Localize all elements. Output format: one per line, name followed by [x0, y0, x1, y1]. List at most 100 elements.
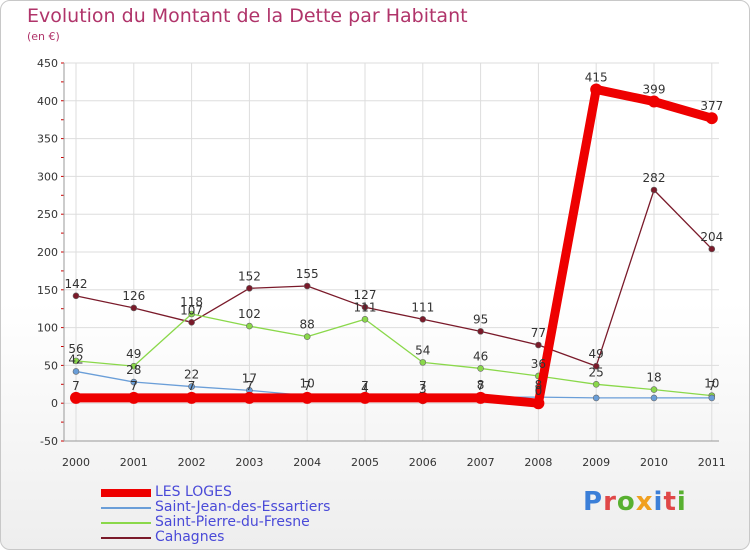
data-point — [535, 341, 542, 349]
data-point — [188, 383, 195, 390]
logo-letter: t — [663, 487, 677, 517]
data-label: 111 — [354, 300, 377, 314]
data-point — [127, 391, 140, 404]
x-tick-label: 2004 — [293, 456, 321, 469]
data-label: 88 — [300, 318, 315, 332]
series-line-saint-pierre-du-fresne — [75, 313, 712, 397]
data-point — [419, 315, 427, 323]
data-point — [648, 95, 660, 108]
series-line-les-loges — [76, 84, 714, 408]
data-label: 118 — [180, 295, 203, 309]
x-tick-label: 2009 — [582, 456, 610, 469]
data-label: 7 — [130, 379, 138, 393]
grid-layer — [64, 62, 719, 442]
data-point — [705, 112, 718, 125]
y-tick-label: 100 — [37, 322, 58, 335]
x-tick-label: 2006 — [409, 456, 437, 469]
data-label: 3 — [419, 382, 427, 396]
data-label: 77 — [531, 326, 546, 340]
logo-letter: i — [653, 487, 664, 517]
data-label: 7 — [303, 379, 311, 393]
x-tick-label: 2003 — [235, 456, 263, 469]
data-label: 10 — [300, 377, 315, 391]
legend-swatch — [101, 507, 151, 509]
data-point — [708, 394, 716, 402]
x-tick-label: 2010 — [640, 456, 668, 469]
y-tick-label: 250 — [37, 208, 58, 221]
data-point — [592, 362, 600, 370]
legend-label: Saint-Pierre-du-Fresne — [155, 514, 310, 530]
data-point — [650, 386, 658, 393]
data-point — [590, 83, 603, 96]
data-label: 42 — [68, 352, 83, 366]
y-tick-label: 200 — [37, 246, 58, 259]
data-point — [650, 394, 658, 402]
logo-letter: r — [603, 487, 617, 517]
data-point — [72, 292, 80, 300]
data-point — [188, 310, 195, 318]
data-point — [185, 391, 198, 404]
data-label: 415 — [585, 70, 608, 84]
data-label: 0 — [535, 384, 543, 398]
data-label: 28 — [126, 363, 141, 377]
legend-label: Saint-Jean-des-Essartiers — [155, 499, 331, 515]
proxiti-logo: Proxiti — [583, 487, 687, 517]
data-point — [246, 284, 253, 292]
data-label: 4 — [361, 381, 369, 395]
data-label: 127 — [354, 288, 377, 302]
data-point — [477, 365, 484, 372]
data-point — [477, 328, 484, 335]
data-point — [130, 362, 138, 370]
data-label: 7 — [188, 379, 196, 393]
logo-letter: o — [616, 487, 636, 517]
series-line-cahagnes — [75, 189, 713, 367]
x-tick-label: 2005 — [351, 456, 379, 469]
data-label: 107 — [180, 303, 203, 317]
data-label: 36 — [531, 357, 546, 371]
data-label: 152 — [238, 269, 261, 283]
data-point — [188, 319, 195, 326]
data-label: 49 — [126, 347, 141, 361]
y-tick-label: 350 — [37, 133, 58, 146]
y-tick-label: 150 — [37, 284, 58, 297]
data-point — [246, 322, 253, 330]
data-label: 49 — [589, 347, 604, 361]
data-label: 7 — [708, 379, 716, 393]
data-point — [303, 282, 311, 290]
data-point — [650, 186, 658, 194]
data-label: 25 — [589, 365, 604, 379]
data-label: 7 — [361, 379, 369, 393]
legend-label: LES LOGES — [155, 484, 232, 500]
data-label: 46 — [473, 349, 488, 363]
data-point — [72, 357, 80, 365]
data-label: 54 — [415, 343, 430, 357]
series-layer — [70, 83, 718, 410]
data-label: 17 — [242, 371, 257, 385]
data-label: 155 — [296, 267, 319, 281]
data-label: 18 — [646, 371, 661, 385]
data-point — [592, 380, 600, 388]
data-point — [130, 304, 138, 312]
logo-letter: P — [583, 487, 604, 517]
data-point — [592, 394, 600, 402]
data-label: 56 — [68, 342, 83, 356]
data-label: 7 — [419, 379, 427, 393]
data-label: 377 — [700, 99, 723, 113]
data-label: 126 — [122, 289, 145, 303]
data-point — [359, 391, 371, 404]
data-label: 95 — [473, 312, 488, 326]
data-point — [70, 391, 82, 404]
data-point — [416, 391, 429, 404]
data-label: 142 — [65, 277, 88, 291]
data-point — [301, 391, 314, 404]
data-point — [130, 378, 138, 386]
x-tick-label: 2008 — [524, 456, 552, 469]
legend-label: Cahagnes — [155, 529, 225, 545]
data-label: 111 — [411, 300, 434, 314]
y-tick-label: 400 — [37, 95, 58, 108]
data-label: 7 — [477, 379, 485, 393]
